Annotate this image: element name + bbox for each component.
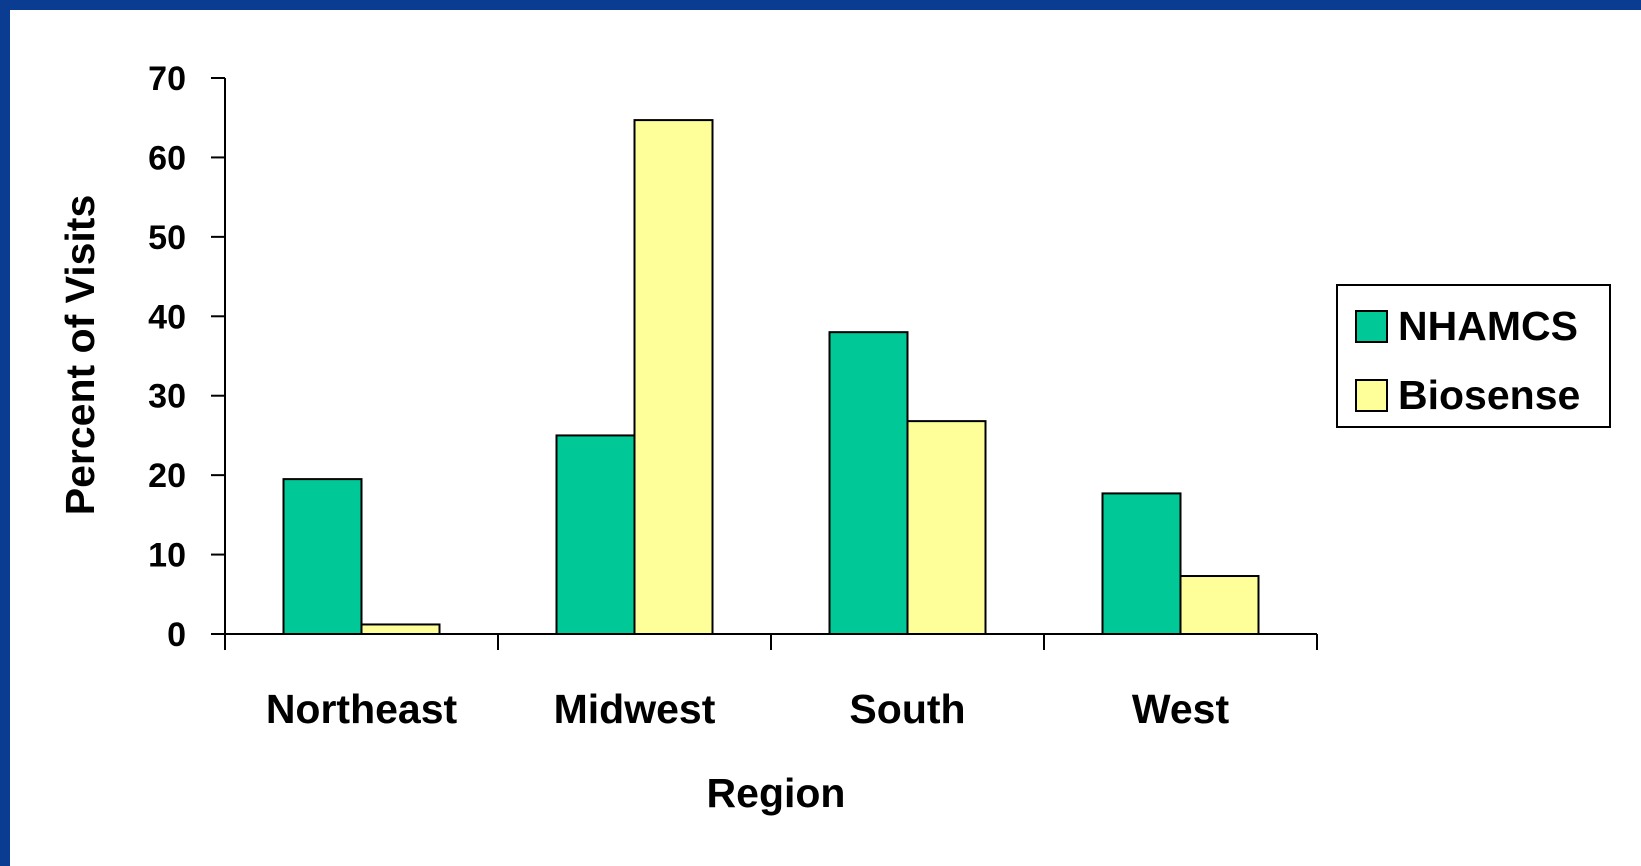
legend: NHAMCS Biosense <box>1336 284 1611 428</box>
legend-swatch-biosense <box>1355 379 1388 412</box>
legend-label-nhamcs: NHAMCS <box>1398 303 1578 349</box>
bars-group <box>282 119 1260 636</box>
y-tick-label: 40 <box>148 298 186 336</box>
x-axis-title: Region <box>707 770 846 816</box>
bar-biosense-west <box>1179 575 1260 636</box>
x-tick-label: Midwest <box>554 686 716 732</box>
y-tick-label: 70 <box>148 60 186 98</box>
bar-nhamcs-west <box>1101 492 1182 636</box>
y-axis-title: Percent of Visits <box>57 195 103 516</box>
axes-group: Northeast Midwest South West 0 10 20 30 40 50 60 70 <box>148 60 1318 732</box>
slide-border-top <box>0 0 1641 10</box>
bar-nhamcs-northeast <box>282 478 363 635</box>
legend-swatch-nhamcs <box>1355 310 1388 343</box>
bar-biosense-northeast <box>360 623 441 635</box>
bar-biosense-south <box>906 420 987 636</box>
y-tick-label: 60 <box>148 139 186 177</box>
x-tick-label: Northeast <box>266 686 458 732</box>
bar-nhamcs-south <box>828 331 909 635</box>
x-tick-label: South <box>849 686 965 732</box>
y-tick-label: 10 <box>148 537 186 575</box>
y-tick-label: 30 <box>148 378 186 416</box>
x-tick-label: West <box>1132 686 1230 732</box>
legend-label-biosense: Biosense <box>1398 372 1580 418</box>
bar-biosense-midwest <box>633 119 714 635</box>
y-tick-label: 0 <box>167 616 186 654</box>
y-tick-label: 50 <box>148 219 186 257</box>
y-tick-label: 20 <box>148 457 186 495</box>
bar-nhamcs-midwest <box>555 434 636 635</box>
slide-border-left <box>0 0 10 866</box>
